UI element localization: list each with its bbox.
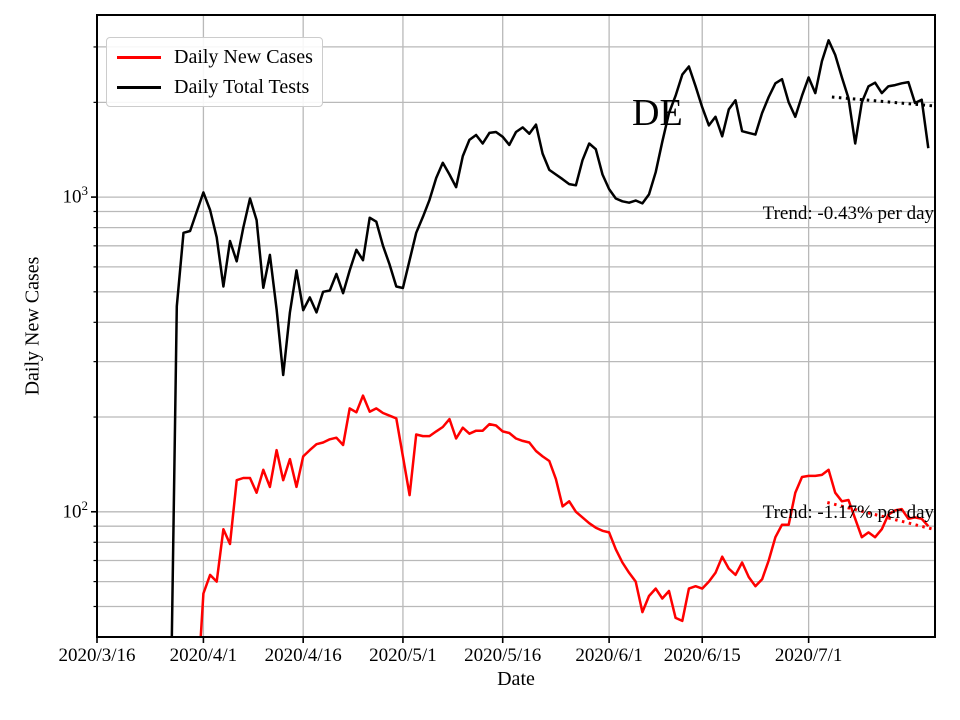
trend-line-total-tests	[831, 95, 933, 108]
x-tick-label: 2020/7/1	[774, 645, 843, 666]
legend-label-new-cases: Daily New Cases	[174, 46, 313, 68]
legend-entry-new-cases: Daily New Cases	[117, 45, 313, 69]
legend-label-total-tests: Daily Total Tests	[174, 76, 310, 98]
red-line-sample-icon	[117, 55, 161, 59]
trend-annotation-total-tests: Trend: -0.43% per day	[762, 203, 934, 224]
black-line-sample-icon	[117, 85, 161, 89]
trend-annotation-new-cases: Trend: -1.17% per day	[762, 502, 934, 523]
legend: Daily New Cases Daily Total Tests	[106, 37, 323, 107]
x-tick-label: 2020/4/16	[264, 645, 342, 666]
x-tick-label: 2020/5/16	[464, 645, 542, 666]
series-line-new-cases	[199, 394, 930, 637]
x-tick-label: 2020/6/1	[575, 645, 643, 666]
axes-frame	[96, 14, 936, 638]
x-axis-title: Date	[497, 668, 535, 690]
x-tick-label: 2020/3/16	[58, 645, 136, 666]
y-tick-label: 103	[62, 183, 89, 208]
x-tick-label: 2020/5/1	[369, 645, 437, 666]
legend-entry-total-tests: Daily Total Tests	[117, 75, 312, 99]
series-line-total-tests	[170, 39, 930, 637]
x-tick-label: 2020/4/1	[169, 645, 238, 666]
country-code-annotation: DE	[632, 92, 683, 134]
y-tick-label: 102	[62, 497, 89, 523]
x-tick-label: 2020/6/15	[663, 645, 741, 666]
y-axis-title: Daily New Cases	[21, 256, 44, 396]
